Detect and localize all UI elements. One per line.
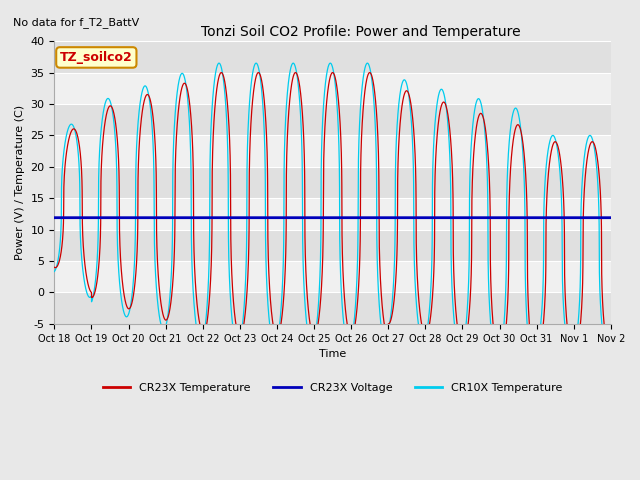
Bar <box>54 198 611 229</box>
X-axis label: Time: Time <box>319 349 346 359</box>
Text: No data for f_T2_BattV: No data for f_T2_BattV <box>13 17 139 28</box>
Bar <box>54 167 611 198</box>
Bar <box>54 104 611 135</box>
Bar <box>54 229 611 261</box>
Bar <box>54 41 611 72</box>
Bar <box>54 135 611 167</box>
Bar <box>54 292 611 324</box>
Y-axis label: Power (V) / Temperature (C): Power (V) / Temperature (C) <box>15 105 25 260</box>
Text: TZ_soilco2: TZ_soilco2 <box>60 51 132 64</box>
Title: Tonzi Soil CO2 Profile: Power and Temperature: Tonzi Soil CO2 Profile: Power and Temper… <box>200 24 520 38</box>
Bar <box>54 261 611 292</box>
Legend: CR23X Temperature, CR23X Voltage, CR10X Temperature: CR23X Temperature, CR23X Voltage, CR10X … <box>98 379 567 397</box>
Bar <box>54 72 611 104</box>
